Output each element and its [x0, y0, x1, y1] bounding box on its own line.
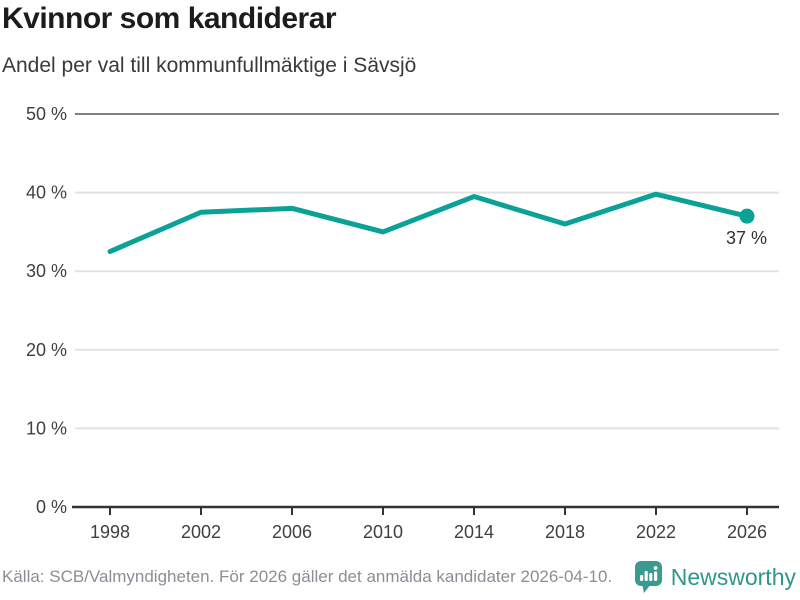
- y-tick-label: 10 %: [26, 418, 67, 438]
- y-tick-label: 40 %: [26, 183, 67, 203]
- y-tick-label: 20 %: [26, 340, 67, 360]
- page-title: Kvinnor som kandiderar: [2, 2, 337, 35]
- newsworthy-logo-icon: [634, 561, 662, 593]
- x-tick-label: 2018: [545, 522, 585, 542]
- newsworthy-wordmark: Newsworthy: [670, 563, 796, 590]
- newsworthy-logo-link[interactable]: Newsworthy: [634, 560, 796, 594]
- x-tick-label: 2006: [272, 522, 312, 542]
- x-tick-label: 1998: [90, 522, 130, 542]
- y-tick-label: 0 %: [36, 497, 67, 517]
- source-note: Källa: SCB/Valmyndigheten. För 2026 gäll…: [2, 567, 613, 586]
- x-tick-label: 2026: [727, 522, 767, 542]
- chart-subtitle: Andel per val till kommunfullmäktige i S…: [2, 54, 417, 77]
- end-value-label: 37 %: [726, 228, 767, 248]
- footer: Källa: SCB/Valmyndigheten. För 2026 gäll…: [2, 560, 796, 594]
- trend-line: [107, 191, 750, 255]
- end-point-marker: [739, 208, 755, 224]
- x-tick-label: 2010: [363, 522, 403, 542]
- y-tick-label: 50 %: [26, 104, 67, 124]
- x-tick-label: 2014: [454, 522, 494, 542]
- x-tick-label: 2002: [181, 522, 221, 542]
- x-tick-label: 2022: [636, 522, 676, 542]
- y-tick-label: 30 %: [26, 261, 67, 281]
